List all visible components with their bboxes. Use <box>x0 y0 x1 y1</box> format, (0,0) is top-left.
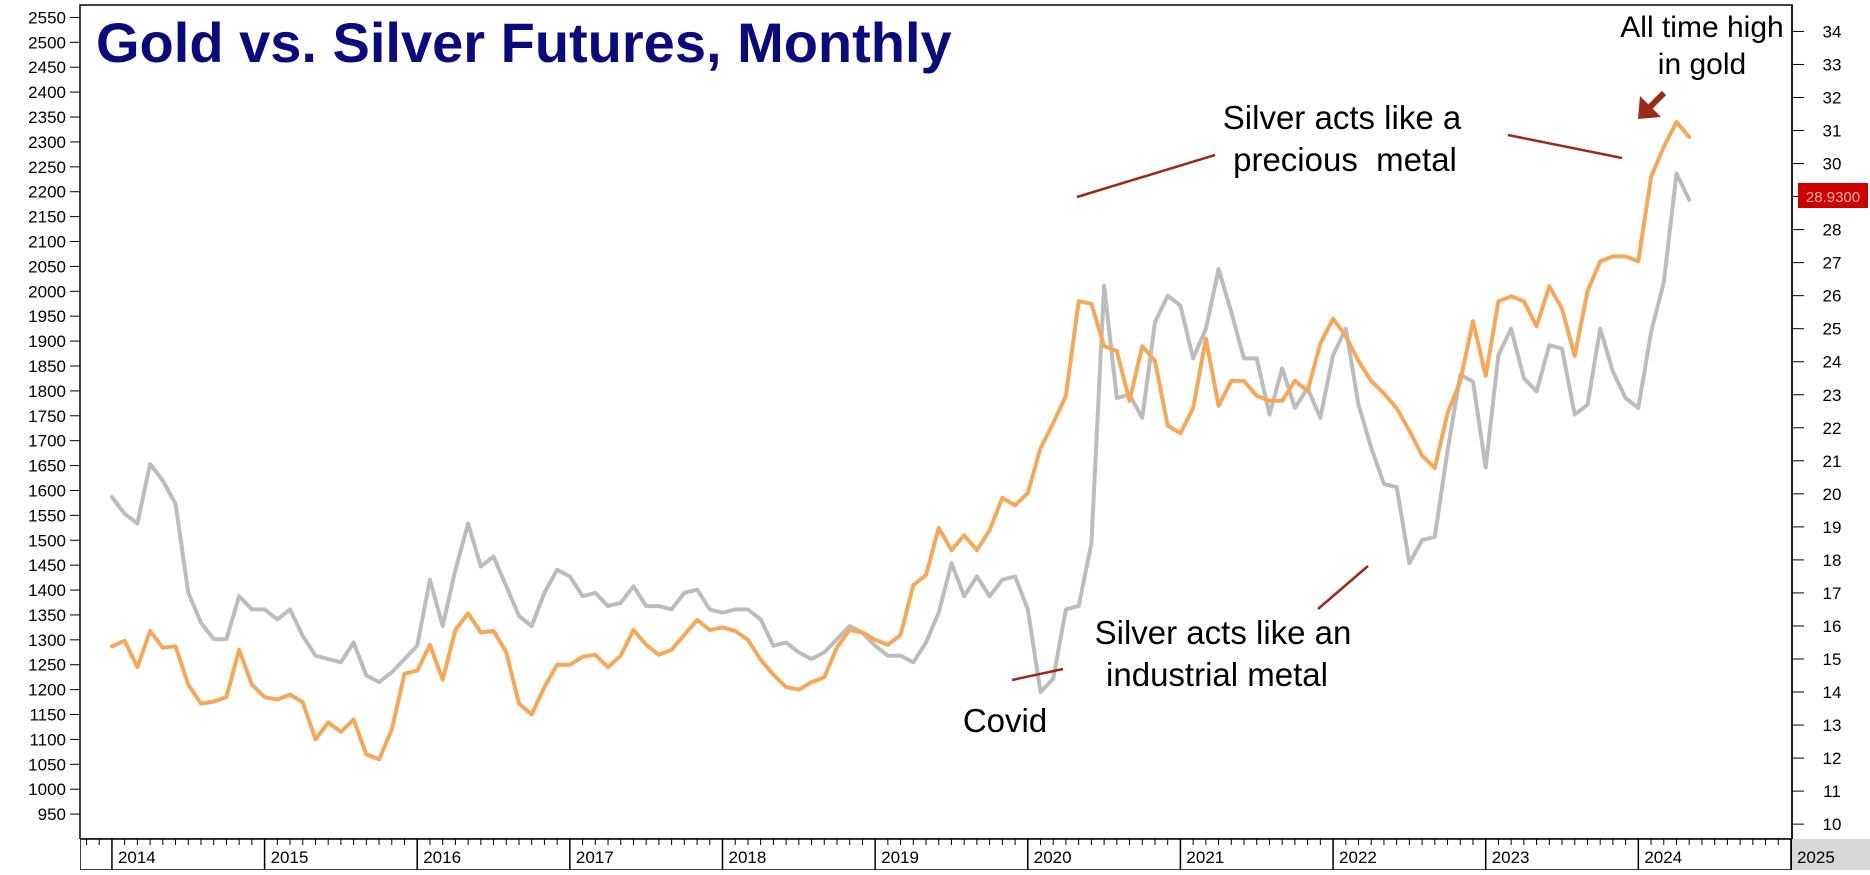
left-tick-label: 1450 <box>28 556 66 575</box>
left-tick-label: 1850 <box>28 357 66 376</box>
right-tick-label: 31 <box>1823 122 1842 141</box>
chart-title: Gold vs. Silver Futures, Monthly <box>96 11 952 74</box>
right-axis: 1011121314151617181920212223242526272829… <box>1792 22 1841 834</box>
left-tick-label: 2450 <box>28 58 66 77</box>
industrial-leader <box>1317 565 1369 610</box>
precious-text-line1: Silver acts like a <box>1223 99 1462 136</box>
left-tick-label: 2200 <box>28 183 66 202</box>
left-tick-label: 2550 <box>28 8 66 27</box>
right-tick-label: 24 <box>1823 353 1842 372</box>
precious-text-line2: precious metal <box>1233 141 1457 178</box>
x-tick-label: 2015 <box>271 848 309 867</box>
left-axis: 950 1000 1050 1100 1150 1200 1250 1300 1350 1400 1… <box>28 8 80 824</box>
left-tick-label: 2250 <box>28 158 66 177</box>
right-tick-label: 12 <box>1823 749 1842 768</box>
right-tick-label: 25 <box>1823 320 1842 339</box>
right-tick-label: 13 <box>1823 716 1842 735</box>
industrial-text-line1: Silver acts like an <box>1095 614 1352 651</box>
right-tick-label: 18 <box>1823 551 1842 570</box>
gold-series-line <box>109 120 1692 762</box>
right-tick-label: 34 <box>1823 22 1842 41</box>
right-tick-label: 15 <box>1823 650 1842 669</box>
right-tick-label: 17 <box>1823 584 1842 603</box>
last-value-badge <box>1798 183 1868 208</box>
right-tick-label: 22 <box>1823 419 1842 438</box>
left-tick-label: 1500 <box>28 531 66 550</box>
left-tick-label: 1650 <box>28 457 66 476</box>
x-tick-label: 2024 <box>1644 848 1682 867</box>
right-tick-label: 20 <box>1823 485 1842 504</box>
precious-leader-right <box>1507 133 1623 160</box>
left-tick-label: 1700 <box>28 432 66 451</box>
x-tick-label: 2016 <box>423 848 461 867</box>
covid-leader <box>1011 667 1064 682</box>
x-tick-label: 2021 <box>1186 848 1224 867</box>
right-tick-label: 27 <box>1823 254 1842 273</box>
left-tick-label: 2500 <box>28 33 66 52</box>
right-tick-label: 26 <box>1823 287 1842 306</box>
left-tick-label: 2050 <box>28 257 66 276</box>
right-tick-label: 32 <box>1823 88 1842 107</box>
left-tick-label: 1250 <box>28 656 66 675</box>
x-tick-label: 2023 <box>1492 848 1530 867</box>
right-tick-label: 28 <box>1823 221 1842 240</box>
left-tick-label: 1200 <box>28 681 66 700</box>
ath-text-line1: All time high <box>1620 11 1783 44</box>
x-axis-strip <box>79 838 1793 871</box>
left-tick-label: 2100 <box>28 233 66 252</box>
right-tick-label: 19 <box>1823 518 1842 537</box>
left-tick-label: 1100 <box>29 730 66 749</box>
right-tick-label: 21 <box>1823 452 1842 471</box>
right-tick-label: 10 <box>1823 815 1842 834</box>
left-tick-label: 1150 <box>29 706 66 725</box>
left-tick-label: 2400 <box>28 83 66 102</box>
x-tick-label: 2017 <box>576 848 614 867</box>
left-tick-label: 2000 <box>28 282 66 301</box>
left-tick-label: 1350 <box>28 606 66 625</box>
right-tick-label: 33 <box>1823 55 1842 74</box>
industrial-text-line2: industrial metal <box>1106 656 1328 693</box>
right-tick-label: 23 <box>1823 386 1842 405</box>
plot-border <box>79 4 1793 840</box>
ath-text-line2: in gold <box>1658 48 1746 81</box>
left-tick-label: 1750 <box>28 407 66 426</box>
x-tick-label: 2018 <box>729 848 767 867</box>
last-value-label: 28.9300 <box>1806 189 1860 206</box>
ath-arrow <box>1638 90 1667 119</box>
precious-leader-left <box>1076 153 1216 199</box>
left-tick-label: 1950 <box>28 307 66 326</box>
left-tick-label: 1900 <box>28 332 66 351</box>
left-tick-label: 1000 <box>28 780 66 799</box>
left-tick-label: 2150 <box>28 208 66 227</box>
bottom-right-corner <box>1792 839 1870 870</box>
left-tick-label: 2300 <box>28 133 66 152</box>
x-tick-label: 2019 <box>881 848 919 867</box>
left-tick-label: 1550 <box>28 506 66 525</box>
right-tick-label: 30 <box>1823 155 1842 174</box>
right-tick-label: 16 <box>1823 617 1842 636</box>
left-tick-label: 2350 <box>28 108 66 127</box>
x-axis: 2014 2015 2016 2017 2018 2019 2020 2021 2022 2023… <box>86 839 1835 870</box>
bottom-left-corner <box>0 839 80 870</box>
right-tick-label: 14 <box>1823 683 1842 702</box>
left-tick-label: 950 <box>38 805 66 824</box>
series-layer <box>109 120 1692 762</box>
x-tick-label: 2014 <box>118 848 156 867</box>
left-tick-label: 1400 <box>28 581 66 600</box>
silver-series-line <box>109 171 1692 694</box>
x-tick-label: 2025 <box>1797 848 1835 867</box>
x-tick-label: 2022 <box>1339 848 1377 867</box>
right-tick-label: 11 <box>1823 782 1841 801</box>
left-tick-label: 1600 <box>28 481 66 500</box>
left-tick-label: 1800 <box>28 382 66 401</box>
covid-text: Covid <box>963 702 1047 739</box>
x-tick-label: 2020 <box>1034 848 1072 867</box>
left-tick-label: 1300 <box>28 631 66 650</box>
left-tick-label: 1050 <box>28 755 66 774</box>
